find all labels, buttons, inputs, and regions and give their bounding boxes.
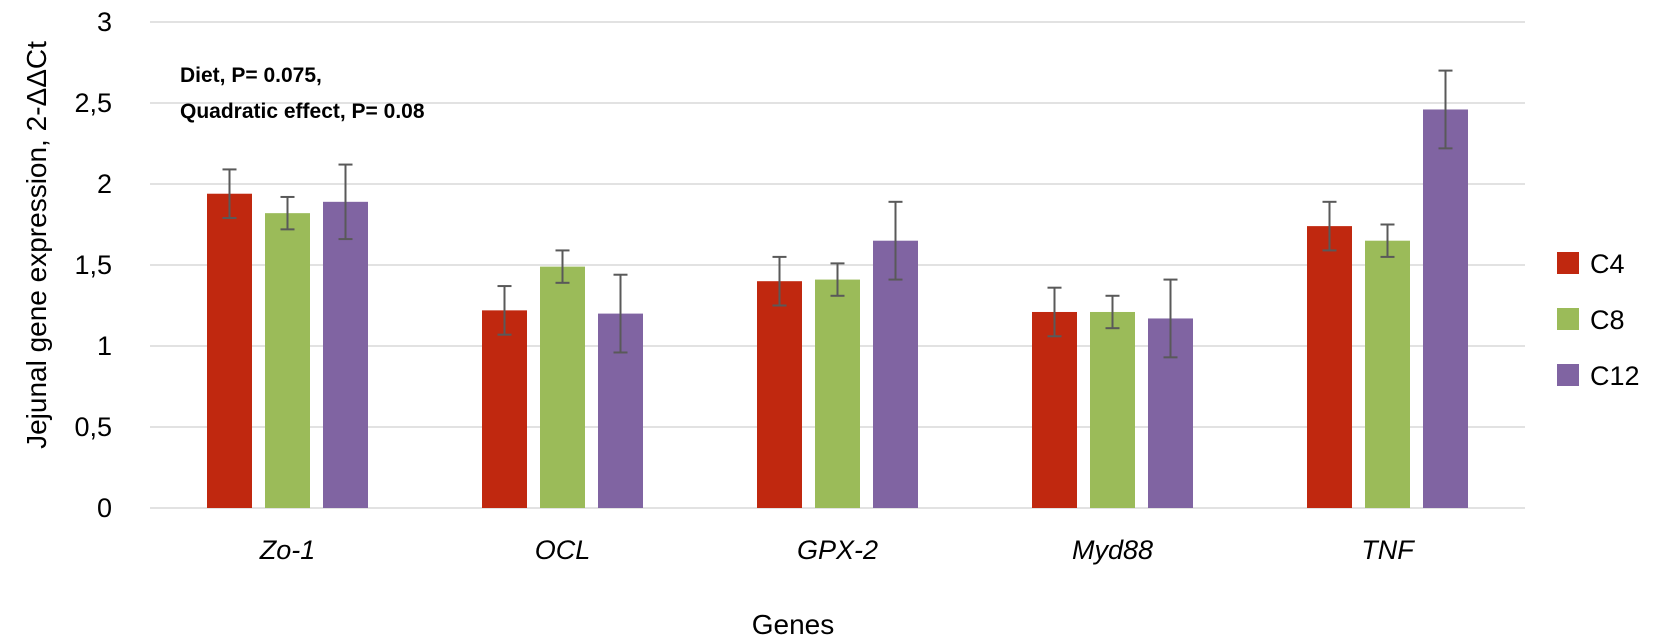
error-bar-c8-myd88 <box>1105 294 1120 330</box>
bar-c8-gpx-2 <box>815 279 860 508</box>
bar-c8-zo-1 <box>265 213 310 508</box>
bar-c8-ocl <box>540 266 585 508</box>
bar-c4-ocl <box>482 310 527 508</box>
x-tick-label: TNF <box>1361 535 1415 565</box>
error-bar-c4-zo-1 <box>222 168 237 220</box>
legend-label: C4 <box>1590 249 1625 279</box>
error-bar-c8-tnf <box>1380 223 1395 258</box>
y-tick-label: 1,5 <box>74 250 112 280</box>
bar-c8-tnf <box>1365 240 1410 508</box>
x-tick-label: Myd88 <box>1072 535 1153 565</box>
bar-c4-tnf <box>1307 226 1352 508</box>
legend-item-c12: C12 <box>1557 361 1640 391</box>
legend-item-c4: C4 <box>1557 249 1625 279</box>
legend-label: C12 <box>1590 361 1640 391</box>
error-bar-c4-gpx-2 <box>772 255 787 307</box>
annotation-line-1: Diet, P= 0.075, <box>180 64 322 87</box>
y-axis-title: Jejunal gene expression, 2-ΔΔCt <box>21 41 52 449</box>
y-tick-label: 1 <box>97 331 112 361</box>
error-bar-c4-myd88 <box>1047 286 1062 338</box>
error-bar-c12-zo-1 <box>338 163 353 241</box>
y-axis-ticks: 0 0,5 1 1,5 2 2,5 3 <box>74 7 112 523</box>
bar-c12-gpx-2 <box>873 240 918 508</box>
legend-swatch <box>1557 308 1579 330</box>
error-bar-c4-ocl <box>497 285 512 336</box>
annotation-line-2: Quadratic effect, P= 0.08 <box>180 100 425 123</box>
x-tick-label: Zo-1 <box>259 535 316 565</box>
y-tick-label: 2,5 <box>74 88 112 118</box>
bar-c4-gpx-2 <box>757 281 802 508</box>
error-bar-c8-zo-1 <box>280 195 295 231</box>
x-tick-label: OCL <box>535 535 591 565</box>
x-tick-label: GPX-2 <box>797 535 878 565</box>
bar-c12-zo-1 <box>323 201 368 508</box>
y-tick-label: 2 <box>97 169 112 199</box>
x-axis-title: Genes <box>752 609 835 640</box>
error-bar-c8-ocl <box>555 249 570 284</box>
bar-c4-myd88 <box>1032 311 1077 508</box>
y-tick-label: 3 <box>97 7 112 37</box>
bar-c8-myd88 <box>1090 311 1135 508</box>
legend-item-c8: C8 <box>1557 305 1625 335</box>
legend-swatch <box>1557 364 1579 386</box>
y-tick-label: 0,5 <box>74 412 112 442</box>
bar-c12-tnf <box>1423 109 1468 508</box>
legend-label: C8 <box>1590 305 1625 335</box>
y-tick-label: 0 <box>97 493 112 523</box>
x-axis-categories: Zo-1 OCL GPX-2 Myd88 TNF <box>259 535 1416 565</box>
error-bars <box>222 69 1453 359</box>
error-bar-c12-ocl <box>613 273 628 354</box>
bars <box>207 109 1468 508</box>
error-bar-c4-tnf <box>1322 200 1337 252</box>
legend: C4 C8 C12 <box>1557 249 1640 391</box>
legend-swatch <box>1557 252 1579 274</box>
error-bar-c12-gpx-2 <box>888 200 903 281</box>
error-bar-c12-tnf <box>1438 69 1453 150</box>
bar-c4-zo-1 <box>207 193 252 508</box>
error-bar-c12-myd88 <box>1163 278 1178 359</box>
error-bar-c8-gpx-2 <box>830 262 845 297</box>
